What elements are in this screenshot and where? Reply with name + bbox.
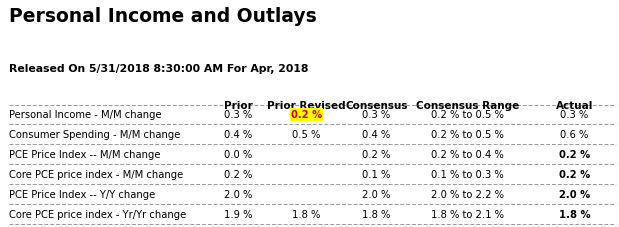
Text: 1.8 %: 1.8 %	[292, 209, 321, 219]
Text: 0.3 %: 0.3 %	[362, 110, 391, 120]
Text: 2.0 %: 2.0 %	[362, 189, 391, 199]
Text: Prior Revised: Prior Revised	[267, 101, 346, 111]
Text: 1.8 %: 1.8 %	[362, 209, 391, 219]
Text: 0.3 %: 0.3 %	[224, 110, 253, 120]
Text: Consensus: Consensus	[345, 101, 407, 111]
Text: 1.8 %: 1.8 %	[558, 209, 591, 219]
Text: 0.2 % to 0.5 %: 0.2 % to 0.5 %	[431, 130, 504, 140]
Text: Prior: Prior	[224, 101, 253, 111]
Text: 0.2 %: 0.2 %	[559, 150, 590, 159]
Text: 0.5 %: 0.5 %	[292, 130, 321, 140]
Text: 0.2 %: 0.2 %	[291, 110, 322, 120]
Text: Core PCE price index - Yr/Yr change: Core PCE price index - Yr/Yr change	[9, 209, 186, 219]
Text: PCE Price Index -- M/M change: PCE Price Index -- M/M change	[9, 150, 161, 159]
Text: 0.0 %: 0.0 %	[224, 150, 253, 159]
Text: 0.2 %: 0.2 %	[362, 150, 391, 159]
Text: Consensus Range: Consensus Range	[416, 101, 519, 111]
Text: PCE Price Index -- Y/Y change: PCE Price Index -- Y/Y change	[9, 189, 155, 199]
Text: 0.2 % to 0.5 %: 0.2 % to 0.5 %	[431, 110, 504, 120]
Text: 0.2 % to 0.4 %: 0.2 % to 0.4 %	[431, 150, 504, 159]
Text: Consumer Spending - M/M change: Consumer Spending - M/M change	[9, 130, 181, 140]
Text: 0.1 % to 0.3 %: 0.1 % to 0.3 %	[431, 169, 504, 179]
Text: 2.0 % to 2.2 %: 2.0 % to 2.2 %	[431, 189, 504, 199]
Text: 0.2 %: 0.2 %	[224, 169, 253, 179]
Text: Personal Income and Outlays: Personal Income and Outlays	[9, 7, 317, 26]
Text: 2.0 %: 2.0 %	[224, 189, 253, 199]
Text: Personal Income - M/M change: Personal Income - M/M change	[9, 110, 162, 120]
Text: 0.1 %: 0.1 %	[362, 169, 391, 179]
Text: 0.3 %: 0.3 %	[560, 110, 589, 120]
Text: 0.4 %: 0.4 %	[362, 130, 391, 140]
Text: 0.6 %: 0.6 %	[560, 130, 589, 140]
Text: 1.8 % to 2.1 %: 1.8 % to 2.1 %	[431, 209, 504, 219]
Text: 1.9 %: 1.9 %	[224, 209, 253, 219]
Text: 2.0 %: 2.0 %	[559, 189, 590, 199]
Text: 0.4 %: 0.4 %	[224, 130, 253, 140]
Text: 0.2 %: 0.2 %	[559, 169, 590, 179]
Text: Actual: Actual	[556, 101, 593, 111]
Text: Core PCE price index - M/M change: Core PCE price index - M/M change	[9, 169, 184, 179]
Text: Released On 5/31/2018 8:30:00 AM For Apr, 2018: Released On 5/31/2018 8:30:00 AM For Apr…	[9, 64, 309, 74]
